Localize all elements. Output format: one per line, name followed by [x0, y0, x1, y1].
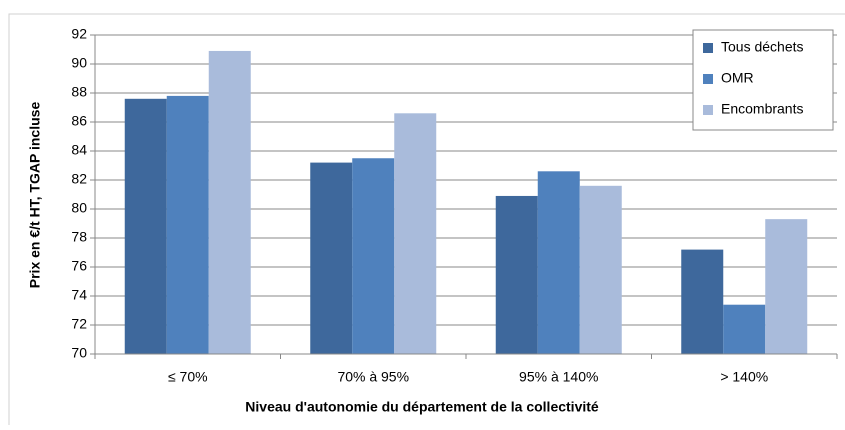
x-tick-label: > 140% — [720, 369, 768, 385]
bar — [579, 185, 622, 354]
y-tick-label: 88 — [71, 84, 87, 100]
y-tick-label: 90 — [71, 55, 87, 71]
legend-label: OMR — [721, 70, 754, 86]
bar — [537, 171, 580, 354]
y-tick-label: 74 — [71, 287, 87, 303]
y-tick-label: 86 — [71, 113, 87, 129]
x-tick-label: 70% à 95% — [337, 369, 409, 385]
x-axis-label: Niveau d'autonomie du département de la … — [245, 399, 599, 415]
bar — [681, 249, 724, 354]
y-tick-label: 70 — [71, 345, 87, 361]
bar — [208, 50, 251, 354]
bar — [723, 304, 766, 354]
legend-swatch — [703, 105, 713, 115]
legend-swatch — [703, 43, 713, 53]
y-tick-label: 82 — [71, 171, 87, 187]
bar — [765, 219, 808, 354]
bar — [394, 113, 437, 354]
chart-border — [8, 13, 845, 430]
bar — [495, 195, 538, 354]
legend-label: Encombrants — [721, 101, 803, 117]
y-axis-label: Prix en €/t HT, TGAP incluse — [27, 102, 43, 289]
legend-box — [692, 29, 834, 131]
x-tick-label: ≤ 70% — [168, 369, 208, 385]
legend-swatch — [703, 74, 713, 84]
bar — [352, 158, 395, 354]
legend-label: Tous déchets — [721, 39, 804, 55]
x-tick-label: 95% à 140% — [519, 369, 598, 385]
y-tick-label: 72 — [71, 316, 87, 332]
bar — [124, 98, 167, 354]
y-tick-label: 84 — [71, 142, 87, 158]
y-tick-label: 76 — [71, 258, 87, 274]
y-tick-label: 78 — [71, 229, 87, 245]
bar — [310, 162, 353, 354]
y-tick-label: 80 — [71, 200, 87, 216]
bar — [166, 95, 209, 355]
y-tick-label: 92 — [71, 26, 87, 42]
